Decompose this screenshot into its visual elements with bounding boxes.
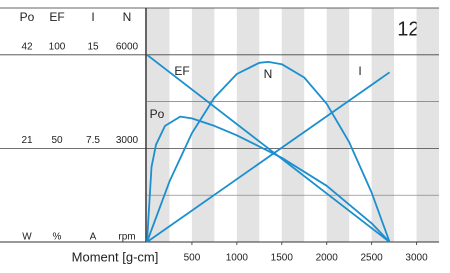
axis-name: N [123, 10, 132, 24]
x-tick-label: 1000 [226, 253, 249, 264]
y-tick-label: 100 [49, 41, 66, 52]
axis-name: Po [20, 10, 35, 24]
stripe [326, 8, 350, 242]
series-line [146, 54, 391, 243]
stripe [236, 8, 260, 242]
axis-unit: % [53, 232, 62, 243]
axis-unit: A [90, 232, 97, 243]
x-axis-label: Moment [g-cm] [72, 249, 159, 264]
y-tick-label: 6000 [116, 41, 139, 52]
series-line [146, 115, 391, 243]
stripe [281, 8, 305, 242]
y-tick-label: 50 [51, 135, 63, 146]
series-line [146, 61, 391, 243]
x-tick-label: 3000 [405, 253, 428, 264]
series-label: N [264, 67, 273, 81]
series-label: I [358, 64, 361, 78]
axis-name: EF [49, 10, 64, 24]
x-tick-label: 500 [184, 253, 201, 264]
axis-unit: W [22, 232, 32, 243]
stripe [371, 8, 395, 242]
axis-name: I [91, 10, 94, 24]
axis-unit: rpm [118, 232, 135, 243]
x-tick-label: 2500 [360, 253, 383, 264]
series-label: Po [150, 107, 165, 121]
y-tick-label: 7.5 [86, 135, 100, 146]
y-tick-label: 21 [21, 135, 33, 146]
x-tick-label: 2000 [316, 253, 339, 264]
y-tick-label: 42 [21, 41, 33, 52]
y-tick-label: 15 [87, 41, 99, 52]
stripe [416, 8, 439, 242]
series-label: EF [174, 64, 189, 78]
series-line [146, 71, 391, 243]
stripe [191, 8, 215, 242]
stripe [147, 8, 170, 242]
y-tick-label: 3000 [116, 135, 139, 146]
x-tick-label: 1500 [271, 253, 294, 264]
